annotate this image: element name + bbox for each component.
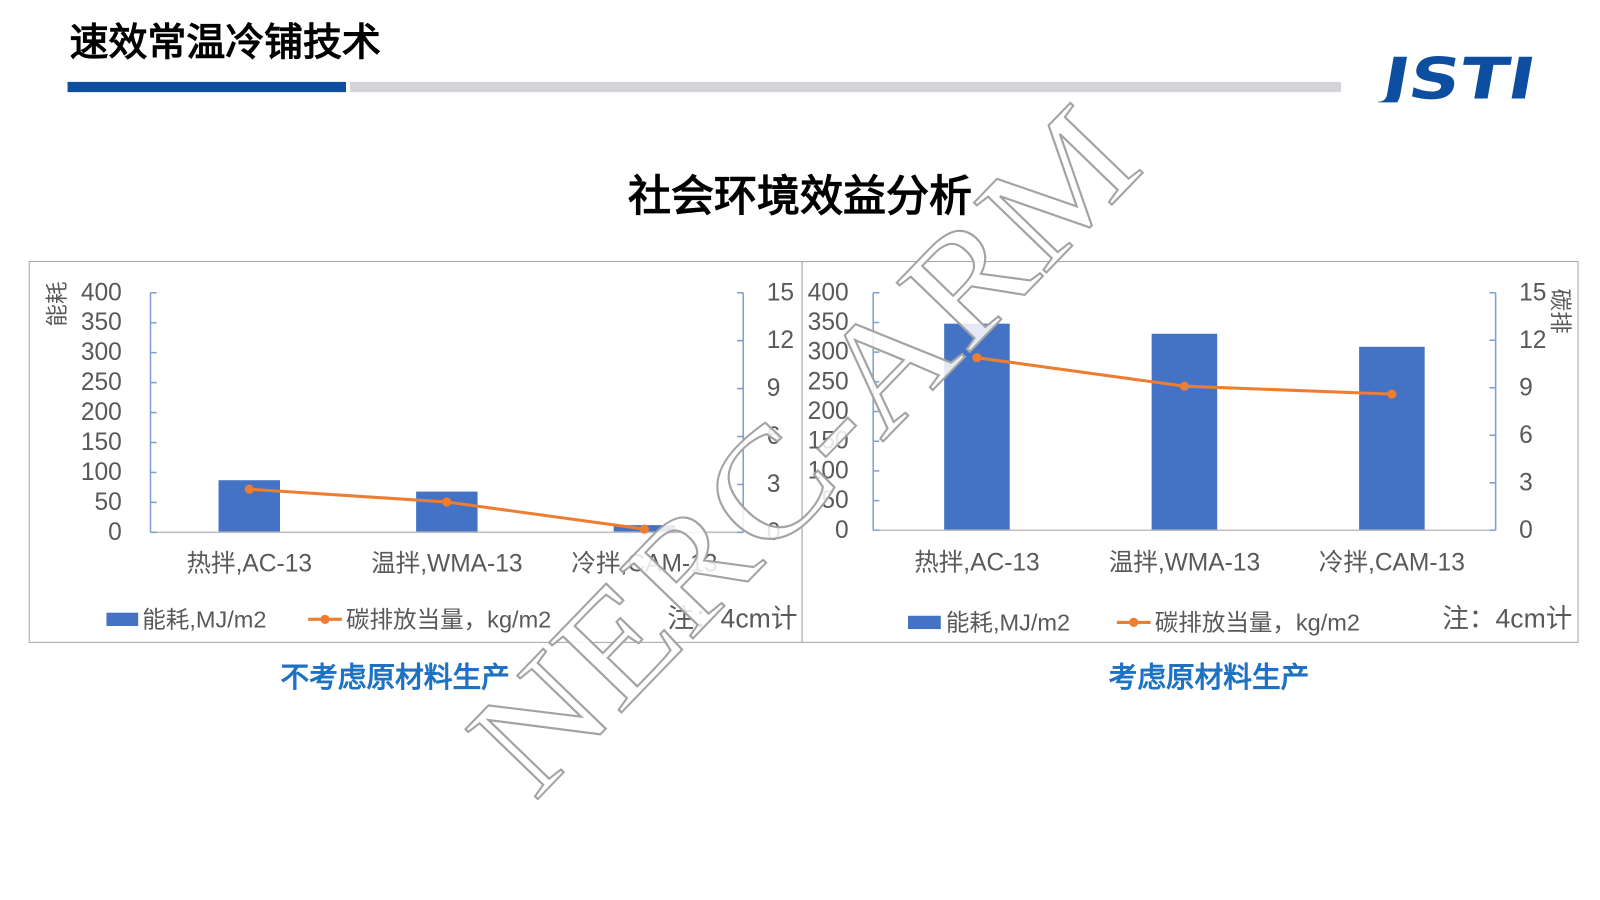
y2-tick-label: 15 [767, 279, 794, 306]
y-tick-label: 300 [808, 339, 849, 366]
jsti-logo: JSTI [1378, 51, 1541, 102]
point-carbon-2 [442, 497, 452, 507]
y2-tick-label: 6 [767, 423, 781, 450]
y-tick-label: 300 [81, 339, 122, 366]
y-tick-label: 50 [95, 489, 122, 516]
y-tick-label: 200 [808, 398, 849, 425]
chart-caption-left: 不考虑原材料生产 [280, 661, 510, 694]
point-carbon-3 [639, 524, 650, 534]
legend-label-energy: 能耗,MJ/m2 [142, 606, 266, 632]
point-carbon-1 [244, 484, 254, 494]
chart-note: 注：4cm计 [667, 603, 797, 633]
y2-tick-label: 9 [767, 375, 781, 402]
legend-marker-carbon [320, 614, 330, 624]
y-tick-label: 350 [808, 309, 849, 336]
y-tick-label: 0 [835, 517, 849, 544]
y-tick-label: 400 [81, 279, 122, 306]
combo-chart-excluding-materials: 0 50 100 150 200 250 300 350 400 0 3 6 9 12 15 热拌,AC-13… [45, 279, 798, 633]
y-tick-label: 100 [81, 459, 122, 486]
y2-tick-label: 15 [1519, 279, 1546, 306]
y-tick-label: 350 [81, 309, 122, 336]
y2-tick-label: 12 [1519, 327, 1546, 354]
y-tick-label: 50 [821, 487, 848, 514]
y2-tick-label: 0 [1519, 517, 1533, 544]
bar-energy-3 [1359, 346, 1425, 531]
y-axis-title: 能耗 [45, 282, 70, 327]
y-tick-label: 250 [81, 369, 122, 396]
chart-panel-right: 0 50 100 150 200 250 300 350 400 0 3 6 9 12 15 热拌,AC-13… [801, 261, 1579, 643]
legend-label-carbon: 碳排放当量，kg/m2 [1155, 609, 1360, 635]
point-carbon-2 [1179, 381, 1190, 391]
legend-marker-carbon [1129, 617, 1139, 628]
y-tick-label: 100 [808, 457, 849, 484]
x-tick-label: 冷拌,CAM-13 [1319, 549, 1465, 577]
chart-note: 注：4cm计 [1442, 603, 1572, 633]
y2-tick-label: 6 [1519, 422, 1533, 449]
legend-label-energy: 能耗,MJ/m2 [946, 609, 1070, 635]
y-tick-label: 250 [808, 368, 849, 395]
x-tick-label: 热拌,AC-13 [914, 549, 1040, 577]
bar-energy-2 [1151, 333, 1218, 531]
x-tick-label: 温拌,WMA-13 [371, 550, 522, 578]
title-rule-blue [67, 81, 347, 93]
y2-tick-label: 0 [767, 519, 781, 546]
legend-label-carbon: 碳排放当量，kg/m2 [346, 606, 551, 632]
legend-swatch-energy [908, 615, 941, 630]
chart-caption-right: 考虑原材料生产 [1108, 661, 1310, 694]
y-tick-label: 400 [808, 279, 849, 306]
title-rule-gray [350, 81, 1342, 93]
legend-swatch-energy [106, 612, 139, 626]
y-tick-label: 150 [81, 429, 122, 456]
y-tick-label: 200 [81, 399, 122, 426]
y2-tick-label: 12 [767, 327, 794, 354]
point-carbon-1 [972, 353, 982, 363]
slide-title: 速效常温冷铺技术 [69, 21, 381, 65]
section-heading: 社会环境效益分析 [628, 171, 973, 221]
y2-axis-title: 碳排 [1548, 289, 1573, 334]
x-tick-label: 热拌,AC-13 [187, 550, 312, 578]
point-carbon-3 [1387, 389, 1397, 399]
y2-tick-label: 9 [1519, 374, 1533, 401]
jsti-logo-text: JSTI [1378, 51, 1541, 102]
x-tick-label: 温拌,WMA-13 [1109, 549, 1260, 577]
x-tick-label: 冷拌,CAM-13 [571, 550, 717, 578]
y2-tick-label: 3 [767, 471, 781, 498]
y-tick-label: 0 [108, 519, 122, 546]
chart-panel-left: 0 50 100 150 200 250 300 350 400 0 3 6 9 12 15 热拌,AC-13… [28, 261, 803, 643]
y-tick-label: 150 [808, 428, 849, 455]
y2-tick-label: 3 [1519, 469, 1533, 496]
